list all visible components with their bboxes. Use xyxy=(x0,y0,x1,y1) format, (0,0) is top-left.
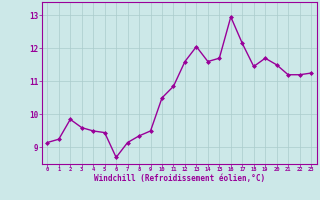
X-axis label: Windchill (Refroidissement éolien,°C): Windchill (Refroidissement éolien,°C) xyxy=(94,174,265,183)
